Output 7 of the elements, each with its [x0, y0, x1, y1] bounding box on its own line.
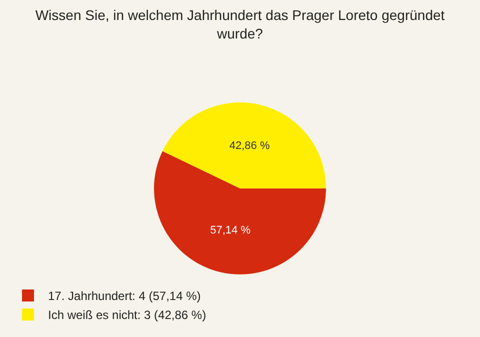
chart-title: Wissen Sie, in welchem Jahrhundert das Prager Loreto gegründet wurde?: [35, 7, 445, 42]
pie-slice: [162, 102, 326, 188]
legend-label: 17. Jahrhundert: 4 (57,14 %): [48, 289, 201, 304]
data-label: 57,14 %: [210, 224, 251, 236]
pie-slice: [154, 151, 326, 274]
data-label: 42,86 %: [229, 140, 270, 152]
legend-label: Ich weiß es nicht: 3 (42,86 %): [48, 308, 206, 322]
